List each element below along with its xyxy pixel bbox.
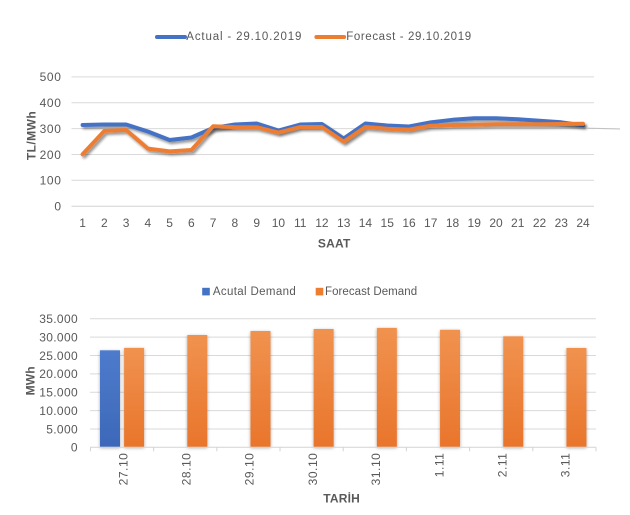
- svg-text:30.10: 30.10: [306, 453, 320, 486]
- svg-text:21: 21: [511, 216, 525, 230]
- svg-text:19: 19: [468, 216, 482, 230]
- svg-text:400: 400: [40, 96, 62, 110]
- svg-text:0: 0: [71, 441, 78, 455]
- svg-text:3.11: 3.11: [559, 453, 573, 478]
- svg-text:500: 500: [40, 70, 62, 84]
- svg-text:10.000: 10.000: [39, 404, 78, 418]
- svg-text:5: 5: [166, 216, 173, 230]
- svg-text:200: 200: [40, 148, 62, 162]
- svg-text:29.10: 29.10: [243, 453, 257, 486]
- svg-text:15.000: 15.000: [39, 386, 78, 400]
- svg-text:MWh: MWh: [24, 366, 38, 395]
- svg-text:5.000: 5.000: [46, 422, 78, 436]
- svg-text:27.10: 27.10: [116, 453, 130, 486]
- svg-text:100: 100: [40, 174, 62, 188]
- svg-text:9: 9: [253, 216, 260, 230]
- svg-text:28.10: 28.10: [179, 453, 193, 486]
- svg-text:14: 14: [359, 216, 373, 230]
- svg-text:23: 23: [555, 216, 569, 230]
- svg-text:Acutal Demand: Acutal Demand: [213, 286, 296, 298]
- svg-text:0: 0: [54, 200, 61, 214]
- svg-text:7: 7: [210, 216, 217, 230]
- svg-text:16: 16: [402, 216, 416, 230]
- svg-text:35.000: 35.000: [39, 312, 78, 326]
- svg-text:13: 13: [337, 216, 351, 230]
- svg-text:4: 4: [145, 216, 152, 230]
- svg-text:31.10: 31.10: [369, 453, 383, 486]
- svg-text:12: 12: [315, 216, 329, 230]
- svg-text:300: 300: [40, 122, 62, 136]
- svg-text:2.11: 2.11: [495, 453, 509, 478]
- svg-text:TL/MWh: TL/MWh: [25, 111, 39, 160]
- svg-text:3: 3: [123, 216, 130, 230]
- svg-text:1.11: 1.11: [432, 453, 446, 478]
- svg-text:8: 8: [232, 216, 239, 230]
- svg-text:2: 2: [101, 216, 108, 230]
- svg-text:18: 18: [446, 216, 460, 230]
- svg-text:SAAT: SAAT: [318, 237, 351, 251]
- svg-text:24: 24: [576, 216, 590, 230]
- svg-text:20.000: 20.000: [39, 367, 78, 381]
- svg-text:30.000: 30.000: [39, 330, 78, 344]
- svg-text:Forecast - 29.10.2019: Forecast - 29.10.2019: [346, 31, 472, 43]
- svg-text:22: 22: [533, 216, 547, 230]
- svg-text:11: 11: [294, 216, 307, 230]
- svg-text:Actual - 29.10.2019: Actual - 29.10.2019: [186, 31, 302, 43]
- svg-text:1: 1: [79, 216, 86, 230]
- svg-text:Forecast Demand: Forecast Demand: [325, 286, 417, 298]
- svg-text:20: 20: [489, 216, 503, 230]
- svg-text:17: 17: [424, 216, 438, 230]
- svg-text:TARİH: TARİH: [323, 491, 360, 506]
- svg-text:15: 15: [381, 216, 395, 230]
- svg-text:10: 10: [272, 216, 286, 230]
- svg-text:6: 6: [188, 216, 195, 230]
- svg-text:25.000: 25.000: [39, 349, 78, 363]
